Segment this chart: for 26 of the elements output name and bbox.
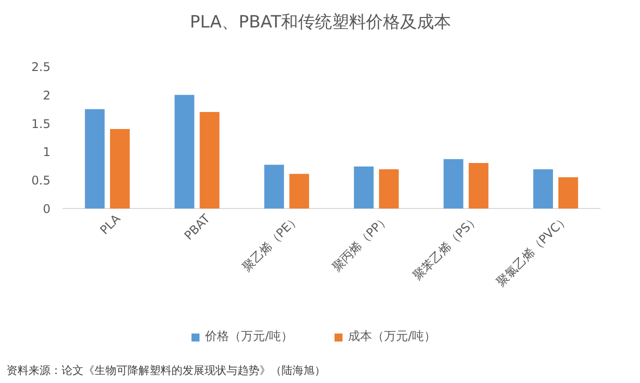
bar bbox=[110, 128, 130, 208]
y-tick-label: 2 bbox=[42, 88, 51, 102]
chart-title: PLA、PBAT和传统塑料价格及成本 bbox=[190, 12, 452, 32]
bar bbox=[84, 109, 105, 208]
legend-label: 成本（万元/吨） bbox=[348, 328, 436, 345]
bar bbox=[379, 169, 399, 208]
bar bbox=[533, 169, 553, 208]
bar bbox=[264, 164, 284, 208]
bar bbox=[289, 174, 310, 208]
bar bbox=[468, 163, 488, 208]
y-tick-label: 2.5 bbox=[31, 60, 51, 74]
y-tick-label: 0 bbox=[42, 202, 51, 216]
legend-label: 价格（万元/吨） bbox=[205, 328, 294, 345]
bar bbox=[200, 112, 220, 208]
y-tick-label: 1 bbox=[42, 145, 51, 160]
y-tick-label: 0.5 bbox=[31, 174, 51, 188]
bar bbox=[174, 94, 194, 208]
bar bbox=[444, 159, 464, 208]
x-tick-label: 聚乙烯（PE） bbox=[240, 212, 302, 274]
x-tick-label: 聚苯乙烯（PS） bbox=[410, 212, 482, 283]
text: 资料来源：论文《生物可降解塑料的发展现状与趋势》（陆海旭） bbox=[6, 364, 326, 377]
bar bbox=[354, 166, 374, 208]
y-tick-label: 1.5 bbox=[31, 116, 51, 131]
x-tick-label: 聚丙烯（PP） bbox=[329, 212, 392, 274]
x-tick-label: PLA bbox=[97, 210, 124, 238]
bar bbox=[558, 177, 578, 208]
